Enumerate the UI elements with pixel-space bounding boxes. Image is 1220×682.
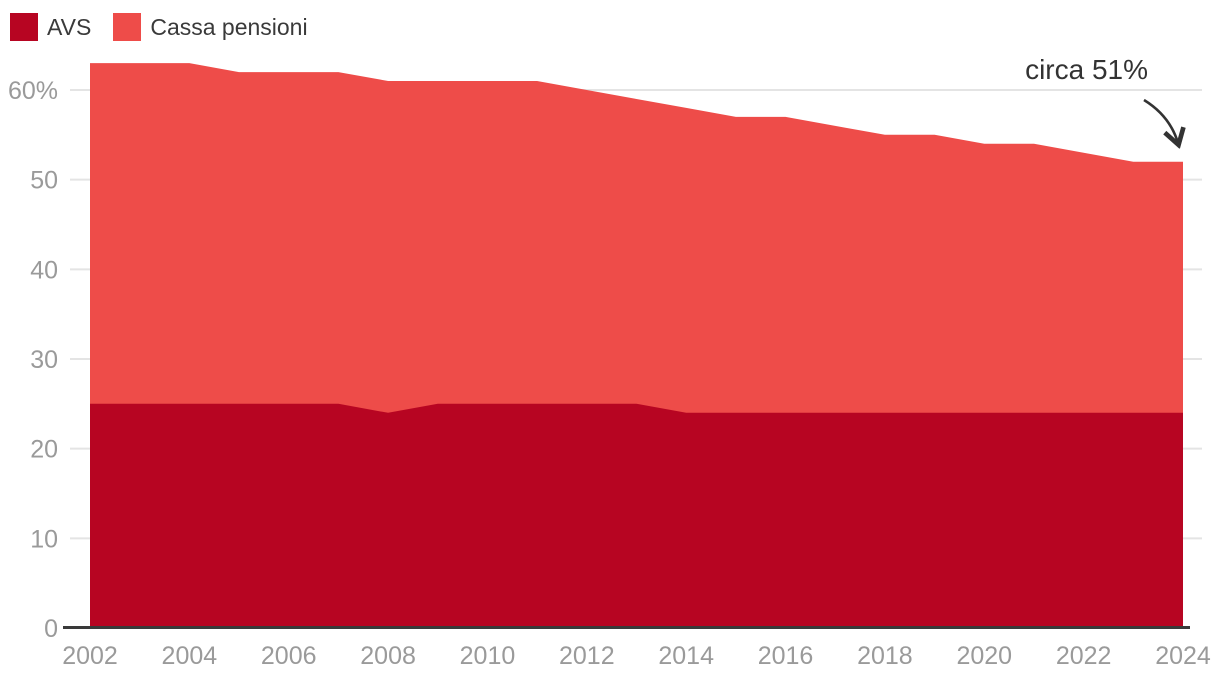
legend-label-cassa-pensioni: Cassa pensioni	[150, 14, 308, 40]
y-tick-label-40: 40	[30, 256, 58, 284]
annotation-circa-51: circa 51%	[1025, 54, 1148, 85]
avs-color-swatch	[10, 13, 38, 41]
legend-item-cassa-pensioni: Cassa pensioni	[113, 13, 308, 41]
y-tick-label-50: 50	[30, 167, 58, 195]
x-tick-label-2008: 2008	[360, 642, 416, 670]
x-tick-label-2014: 2014	[658, 642, 714, 670]
y-tick-label-0: 0	[44, 615, 58, 643]
annotation-arrow	[1143, 98, 1178, 143]
legend-item-avs: AVS	[10, 13, 91, 41]
y-tick-label-30: 30	[30, 346, 58, 374]
x-tick-label-2024: 2024	[1155, 642, 1211, 670]
x-tick-label-2012: 2012	[559, 642, 615, 670]
x-tick-label-2004: 2004	[162, 642, 218, 670]
y-tick-label-20: 20	[30, 436, 58, 464]
x-tick-label-2002: 2002	[62, 642, 118, 670]
y-tick-label-10: 10	[30, 525, 58, 553]
x-tick-label-2018: 2018	[857, 642, 913, 670]
x-tick-label-2006: 2006	[261, 642, 317, 670]
area-avs	[90, 403, 1183, 628]
chart-legend: AVS Cassa pensioni	[10, 13, 308, 41]
x-tick-label-2010: 2010	[460, 642, 516, 670]
x-tick-label-2016: 2016	[758, 642, 814, 670]
y-tick-label-60: 60%	[8, 77, 58, 105]
cassa-pensioni-color-swatch	[113, 13, 142, 41]
x-tick-label-2020: 2020	[956, 642, 1012, 670]
x-tick-label-2022: 2022	[1056, 642, 1112, 670]
legend-label-avs: AVS	[47, 14, 92, 40]
x-axis-line	[63, 626, 1190, 629]
